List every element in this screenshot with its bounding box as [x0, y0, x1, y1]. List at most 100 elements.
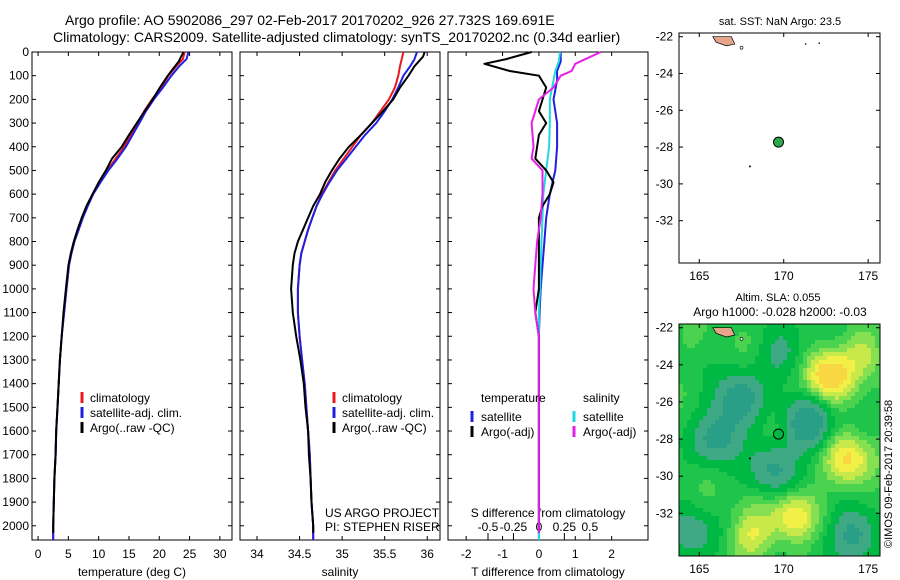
sla-cell [843, 388, 847, 392]
sla-cell [787, 500, 791, 504]
sla-cell [755, 376, 759, 380]
sla-cell [679, 420, 683, 424]
sla-cell [827, 456, 831, 460]
sla-cell [795, 356, 799, 360]
sla-cell [787, 440, 791, 444]
sla-cell [719, 408, 723, 412]
sla-cell [703, 552, 707, 556]
sla-cell [783, 324, 787, 328]
sla-cell [811, 364, 815, 368]
sla-cell [795, 384, 799, 388]
sla-cell [791, 368, 795, 372]
sla-cell [823, 400, 827, 404]
sla-cell [715, 456, 719, 460]
sla-cell [683, 536, 687, 540]
sla-cell [795, 496, 799, 500]
sla-cell [751, 460, 755, 464]
sla-cell [803, 524, 807, 528]
sla-cell [779, 360, 783, 364]
sla-cell [679, 428, 683, 432]
sla-cell [811, 408, 815, 412]
sla-cell [799, 352, 803, 356]
sla-cell [695, 468, 699, 472]
sla-cell [843, 392, 847, 396]
sla-cell [787, 388, 791, 392]
sla-cell [767, 544, 771, 548]
sla-cell [683, 492, 687, 496]
sla-cell [739, 384, 743, 388]
sla-cell [751, 352, 755, 356]
sla-cell [803, 496, 807, 500]
sla-cell [835, 512, 839, 516]
sla-cell [767, 396, 771, 400]
sla-cell [715, 376, 719, 380]
sla-cell [839, 396, 843, 400]
sla-cell [839, 384, 843, 388]
sla-cell [767, 540, 771, 544]
sla-cell [711, 384, 715, 388]
sla-cell [747, 344, 751, 348]
sla-cell [687, 408, 691, 412]
sla-cell [783, 328, 787, 332]
sla-cell [779, 400, 783, 404]
sla-cell [763, 372, 767, 376]
sla-cell [727, 396, 731, 400]
sla-cell [847, 480, 851, 484]
sla-cell [783, 368, 787, 372]
sla-cell [823, 500, 827, 504]
sla-cell [871, 460, 875, 464]
sla-cell [815, 452, 819, 456]
sla-cell [863, 336, 867, 340]
sla-cell [727, 368, 731, 372]
sla-cell [755, 532, 759, 536]
sla-cell [791, 364, 795, 368]
sla-cell [815, 404, 819, 408]
sla-cell [763, 476, 767, 480]
sla-cell [719, 544, 723, 548]
sla-cell [855, 432, 859, 436]
sla-cell [791, 500, 795, 504]
sla-cell [823, 420, 827, 424]
sla-cell [867, 412, 871, 416]
sla-cell [735, 460, 739, 464]
sla-cell [815, 440, 819, 444]
sla-cell [767, 476, 771, 480]
sla-cell [863, 412, 867, 416]
sla-cell [707, 480, 711, 484]
sla-cell [823, 344, 827, 348]
sla-cell [783, 548, 787, 552]
sla-cell [875, 340, 879, 344]
sla-cell [715, 476, 719, 480]
sla-cell [743, 380, 747, 384]
sla-cell [719, 400, 723, 404]
sla-cell [815, 516, 819, 520]
sla-cell [683, 468, 687, 472]
sla-cell [811, 492, 815, 496]
sla-cell [735, 452, 739, 456]
sla-cell [823, 544, 827, 548]
sla-cell [743, 508, 747, 512]
sla-cell [839, 500, 843, 504]
sla-cell [711, 508, 715, 512]
sla-cell [787, 420, 791, 424]
sla-cell [779, 344, 783, 348]
sla-cell [703, 472, 707, 476]
sla-cell [839, 488, 843, 492]
sla-cell [747, 528, 751, 532]
sla-cell [731, 364, 735, 368]
sla-cell [707, 348, 711, 352]
sla-cell [731, 368, 735, 372]
sla-cell [699, 496, 703, 500]
sla-cell [863, 516, 867, 520]
sla-cell [699, 500, 703, 504]
sla-cell [775, 484, 779, 488]
sla-cell [735, 536, 739, 540]
sla-cell [759, 376, 763, 380]
sla-cell [707, 408, 711, 412]
sla-cell [723, 444, 727, 448]
sla-cell [847, 456, 851, 460]
sla-cell [691, 476, 695, 480]
sla-cell [863, 552, 867, 556]
sla-cell [847, 420, 851, 424]
sla-cell [847, 512, 851, 516]
